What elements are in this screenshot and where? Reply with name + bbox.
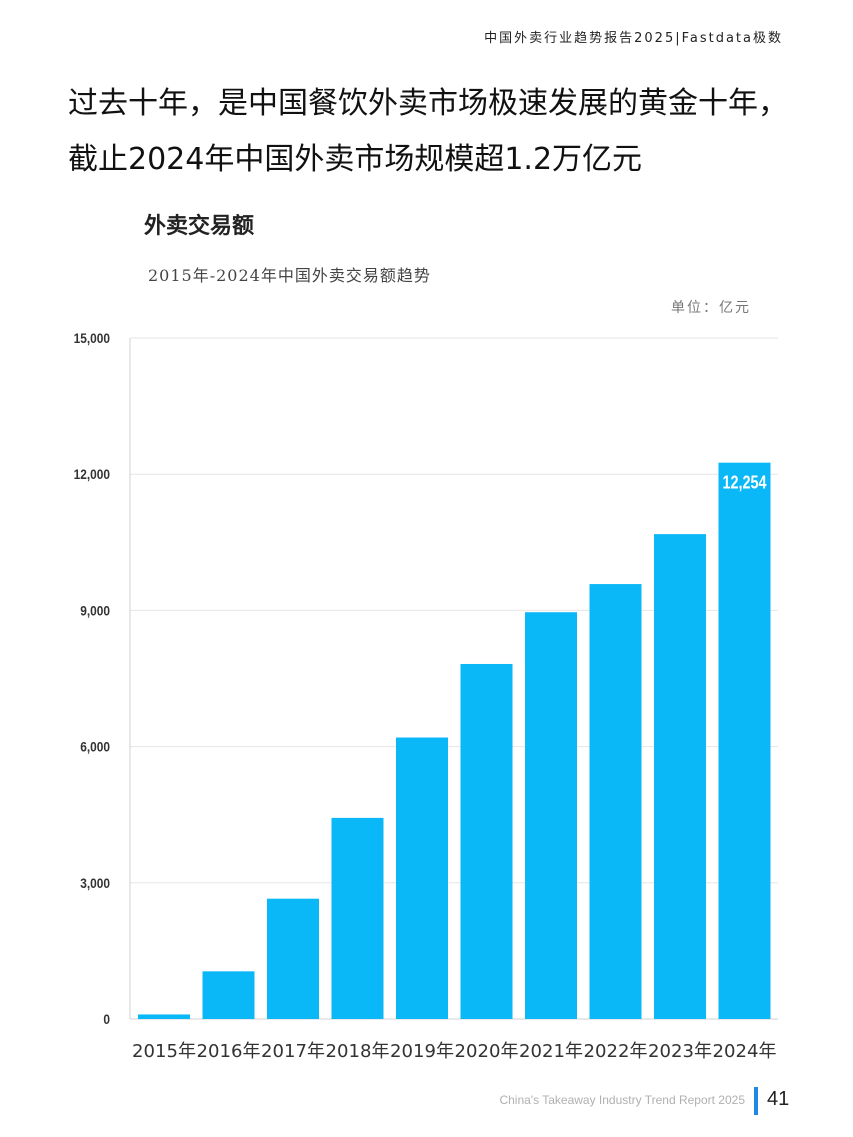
bar <box>654 534 706 1019</box>
chart-heading: 外卖交易额 <box>144 214 255 239</box>
x-tick-label: 2016年 <box>197 1041 261 1062</box>
page-headline: 过去十年，是中国餐饮外卖市场极速发展的黄金十年，截止2024年中国外卖市场规模超… <box>68 86 788 177</box>
bar <box>718 462 771 1019</box>
y-tick-label: 3,000 <box>80 875 110 891</box>
bar <box>138 1014 190 1019</box>
page-number: 41 <box>767 1088 790 1110</box>
x-tick-label: 2023年 <box>648 1041 712 1062</box>
footer-report-name: China's Takeaway Industry Trend Report 2… <box>499 1093 745 1107</box>
y-tick-label: 9,000 <box>80 602 110 618</box>
x-tick-label: 2021年 <box>519 1041 583 1062</box>
bar <box>202 971 255 1019</box>
unit-label: 单位：亿元 <box>671 300 751 316</box>
y-tick-label: 6,000 <box>80 739 110 755</box>
x-tick-label: 2024年 <box>713 1041 777 1062</box>
y-tick-label: 15,000 <box>74 330 110 346</box>
x-tick-label: 2015年 <box>132 1041 196 1062</box>
bar <box>396 737 448 1019</box>
bar <box>525 612 577 1019</box>
bar <box>589 584 642 1019</box>
x-tick-label: 2019年 <box>390 1041 454 1062</box>
y-tick-label: 0 <box>103 1011 110 1027</box>
x-tick-label: 2017年 <box>261 1041 325 1062</box>
bar <box>267 898 319 1019</box>
bar <box>460 663 513 1019</box>
bar-data-label: 12,254 <box>723 473 767 493</box>
bar <box>331 817 384 1019</box>
chart-subtitle: 2015年-2024年中国外卖交易额趋势 <box>148 266 431 285</box>
y-tick-label: 12,000 <box>74 466 110 482</box>
x-tick-label: 2018年 <box>326 1041 390 1062</box>
report-header-tag: 中国外卖行业趋势报告2025|Fastdata极数 <box>484 31 783 46</box>
x-tick-label: 2022年 <box>584 1041 648 1062</box>
x-tick-label: 2020年 <box>455 1041 519 1062</box>
footer-accent-bar <box>754 1087 758 1115</box>
